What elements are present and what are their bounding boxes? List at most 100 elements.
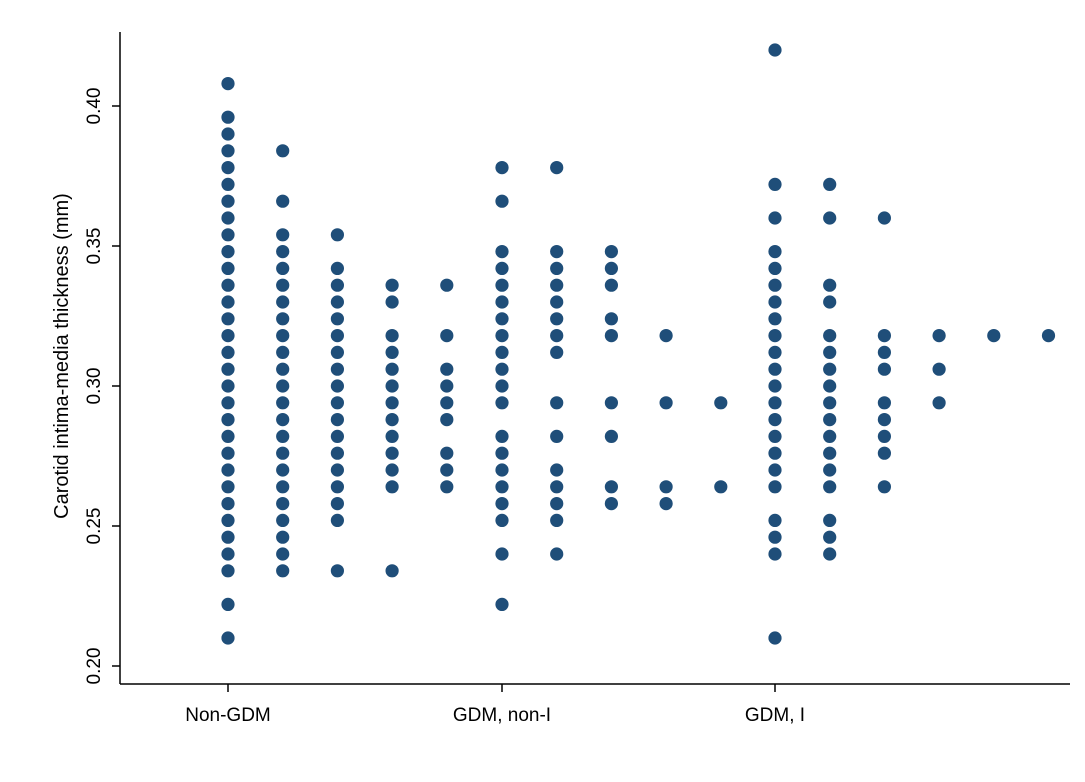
data-point: [877, 480, 892, 494]
data-point: [440, 413, 454, 427]
data-point: [768, 631, 782, 645]
data-point: [604, 312, 619, 326]
data-point: [385, 463, 399, 477]
data-point: [276, 446, 290, 460]
data-point: [221, 429, 235, 443]
data-point: [221, 396, 235, 410]
data-point: [440, 463, 454, 477]
data-point: [604, 261, 619, 275]
data-point: [330, 362, 344, 376]
y-tick-label: 0.35: [84, 228, 105, 265]
data-point: [823, 211, 837, 225]
data-point: [768, 295, 782, 309]
data-points: [221, 43, 1056, 645]
data-point: [221, 295, 235, 309]
data-point: [495, 345, 509, 359]
data-point: [330, 480, 344, 494]
data-point: [768, 530, 782, 544]
data-point: [604, 245, 619, 259]
data-point: [550, 261, 564, 275]
data-point: [276, 396, 290, 410]
data-point: [495, 597, 509, 612]
data-point: [495, 429, 509, 443]
data-point: [823, 362, 837, 376]
data-point: [495, 278, 509, 292]
data-point: [221, 278, 235, 292]
data-point: [276, 362, 290, 376]
data-point: [768, 345, 782, 359]
data-point: [823, 530, 837, 544]
data-point: [330, 446, 344, 460]
data-point: [550, 547, 564, 561]
data-point: [495, 362, 509, 376]
data-point: [604, 480, 619, 494]
data-point: [550, 463, 564, 477]
data-point: [276, 513, 290, 528]
data-point: [221, 77, 235, 91]
data-point: [495, 463, 509, 477]
data-point: [221, 312, 235, 326]
data-point: [221, 177, 235, 191]
data-point: [221, 597, 235, 612]
data-point: [221, 110, 235, 124]
data-point: [330, 228, 344, 242]
data-point: [221, 362, 235, 376]
data-point: [276, 463, 290, 477]
data-point: [932, 329, 946, 343]
data-point: [330, 396, 344, 410]
data-point: [877, 396, 892, 410]
data-point: [550, 396, 564, 410]
data-point: [768, 463, 782, 477]
data-point: [768, 177, 782, 191]
data-point: [823, 463, 837, 477]
data-point: [550, 312, 564, 326]
data-point: [768, 446, 782, 460]
data-point: [768, 362, 782, 376]
data-point: [823, 513, 837, 528]
data-point: [221, 480, 235, 494]
data-point: [550, 513, 564, 528]
data-point: [276, 429, 290, 443]
data-point: [440, 396, 454, 410]
data-point: [823, 295, 837, 309]
data-point: [550, 245, 564, 259]
data-point: [330, 295, 344, 309]
data-point: [276, 245, 290, 259]
data-point: [714, 480, 728, 494]
data-point: [768, 379, 782, 393]
data-point: [221, 463, 235, 477]
data-point: [385, 295, 399, 309]
data-point: [221, 345, 235, 359]
data-point: [659, 480, 673, 494]
data-point: [330, 345, 344, 359]
data-point: [495, 379, 509, 393]
data-point: [550, 295, 564, 309]
data-point: [823, 396, 837, 410]
data-point: [221, 513, 235, 528]
data-point: [276, 194, 290, 208]
data-point: [604, 278, 619, 292]
data-point: [330, 513, 344, 528]
data-point: [385, 362, 399, 376]
data-point: [276, 329, 290, 343]
data-point: [495, 497, 509, 511]
axes: [119, 32, 1070, 685]
data-point: [987, 329, 1001, 343]
data-point: [550, 497, 564, 511]
data-point: [276, 228, 290, 242]
data-point: [385, 396, 399, 410]
data-point: [659, 396, 673, 410]
data-point: [550, 429, 564, 443]
data-point: [604, 329, 619, 343]
data-point: [823, 446, 837, 460]
data-point: [877, 413, 892, 427]
data-point: [276, 144, 290, 158]
y-tick-label: 0.20: [84, 648, 105, 685]
data-point: [276, 379, 290, 393]
data-point: [385, 413, 399, 427]
data-point: [330, 312, 344, 326]
data-point: [221, 228, 235, 242]
data-point: [221, 564, 235, 578]
data-point: [221, 194, 235, 208]
data-point: [877, 446, 892, 460]
